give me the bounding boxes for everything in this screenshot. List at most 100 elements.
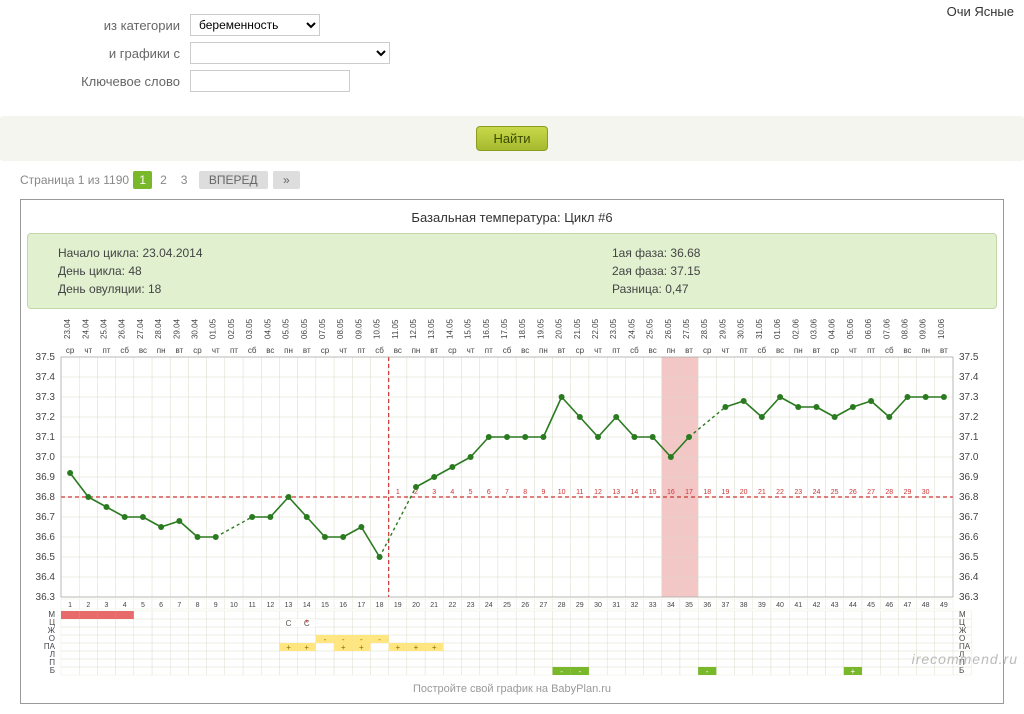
svg-text:25: 25: [503, 602, 511, 609]
svg-text:чт: чт: [594, 346, 602, 355]
svg-text:14: 14: [631, 489, 639, 496]
svg-text:41: 41: [794, 602, 802, 609]
svg-text:5: 5: [469, 489, 473, 496]
svg-text:40: 40: [776, 602, 784, 609]
svg-text:25.05: 25.05: [646, 318, 655, 339]
svg-text:30.04: 30.04: [191, 318, 200, 339]
svg-text:35: 35: [685, 602, 693, 609]
svg-text:пн: пн: [539, 346, 548, 355]
svg-text:сб: сб: [758, 346, 767, 355]
svg-text:45: 45: [867, 602, 875, 609]
svg-text:вс: вс: [139, 346, 147, 355]
svg-text:26: 26: [849, 489, 857, 496]
page-2[interactable]: 2: [154, 171, 173, 189]
svg-text:вт: вт: [430, 346, 438, 355]
chart-container: Базальная температура: Цикл #6 Начало ци…: [20, 199, 1004, 704]
pager-text: Страница 1 из 1190: [20, 173, 129, 187]
svg-text:02.05: 02.05: [227, 318, 236, 339]
svg-text:37.3: 37.3: [36, 392, 56, 403]
chart-info: Начало цикла: 23.04.2014День цикла: 48Де…: [27, 233, 997, 309]
svg-text:09.05: 09.05: [354, 318, 363, 339]
svg-text:14: 14: [303, 602, 311, 609]
svg-text:47: 47: [904, 602, 912, 609]
svg-text:11.05: 11.05: [391, 319, 400, 339]
pager-last[interactable]: »: [273, 171, 300, 189]
svg-text:36.3: 36.3: [959, 592, 979, 603]
svg-text:+: +: [851, 667, 856, 676]
svg-text:сб: сб: [375, 346, 384, 355]
svg-text:37.1: 37.1: [959, 432, 979, 443]
svg-text:24.04: 24.04: [81, 318, 90, 339]
svg-text:чт: чт: [84, 346, 92, 355]
svg-text:-: -: [706, 667, 709, 676]
svg-text:31.05: 31.05: [755, 318, 764, 339]
svg-text:+: +: [341, 643, 346, 652]
svg-text:чт: чт: [212, 346, 220, 355]
svg-text:01.05: 01.05: [209, 318, 218, 339]
svg-text:34: 34: [667, 602, 675, 609]
svg-text:-: -: [578, 667, 581, 676]
svg-text:*: *: [305, 618, 309, 628]
svg-text:26: 26: [521, 602, 529, 609]
svg-text:30: 30: [594, 602, 602, 609]
graphs-select[interactable]: [190, 42, 390, 64]
svg-text:36.8: 36.8: [36, 492, 56, 503]
svg-text:27: 27: [867, 489, 875, 496]
svg-text:09.06: 09.06: [919, 318, 928, 339]
svg-text:36.9: 36.9: [36, 472, 56, 483]
svg-text:22: 22: [776, 489, 784, 496]
svg-text:36.6: 36.6: [36, 532, 56, 543]
svg-text:15: 15: [321, 602, 329, 609]
svg-text:+: +: [304, 643, 309, 652]
pager-forward[interactable]: ВПЕРЕД: [199, 171, 268, 189]
svg-text:14.05: 14.05: [445, 318, 454, 339]
svg-text:вс: вс: [394, 346, 402, 355]
svg-text:пт: пт: [612, 346, 620, 355]
svg-text:22: 22: [448, 602, 456, 609]
svg-text:С: С: [286, 619, 292, 628]
svg-text:11: 11: [576, 489, 583, 496]
user-name[interactable]: Очи Ясные: [947, 4, 1014, 19]
svg-text:36.4: 36.4: [959, 572, 979, 583]
svg-text:вт: вт: [558, 346, 566, 355]
svg-text:вс: вс: [776, 346, 784, 355]
svg-text:36.8: 36.8: [959, 492, 979, 503]
svg-text:37.0: 37.0: [36, 452, 56, 463]
pager: Страница 1 из 1190 123 ВПЕРЕД »: [0, 161, 1024, 199]
svg-text:36.7: 36.7: [36, 512, 56, 523]
svg-text:29: 29: [904, 489, 912, 496]
keyword-input[interactable]: [190, 70, 350, 92]
svg-text:+: +: [414, 643, 419, 652]
svg-text:04.05: 04.05: [263, 318, 272, 339]
svg-text:16: 16: [667, 489, 675, 496]
page-1[interactable]: 1: [133, 171, 152, 189]
svg-text:чт: чт: [722, 346, 730, 355]
svg-text:15.05: 15.05: [464, 318, 473, 339]
svg-text:30.05: 30.05: [737, 318, 746, 339]
svg-text:вт: вт: [940, 346, 948, 355]
svg-text:пт: пт: [103, 346, 111, 355]
svg-text:2: 2: [414, 489, 418, 496]
svg-text:6: 6: [159, 602, 163, 609]
svg-text:36.7: 36.7: [959, 512, 979, 523]
svg-text:04.06: 04.06: [828, 318, 837, 339]
svg-text:23: 23: [794, 489, 802, 496]
svg-text:ср: ср: [193, 346, 202, 355]
svg-text:пн: пн: [157, 346, 166, 355]
svg-text:9: 9: [541, 489, 545, 496]
svg-text:24: 24: [485, 602, 493, 609]
svg-text:18: 18: [376, 602, 384, 609]
svg-text:ср: ср: [448, 346, 457, 355]
svg-text:6: 6: [487, 489, 491, 496]
search-button[interactable]: Найти: [476, 126, 547, 151]
page-3[interactable]: 3: [175, 171, 194, 189]
category-select[interactable]: беременность: [190, 14, 320, 36]
svg-text:39: 39: [758, 602, 766, 609]
svg-text:17: 17: [685, 489, 693, 496]
svg-text:29.04: 29.04: [172, 318, 181, 339]
temperature-chart: 36.336.336.436.436.536.536.636.636.736.7…: [27, 317, 987, 677]
chart-footer: Постройте свой график на BabyPlan.ru: [27, 677, 997, 697]
svg-text:ср: ср: [830, 346, 839, 355]
svg-text:19: 19: [722, 489, 730, 496]
filter-form: из категории беременность и графики с Кл…: [0, 0, 1024, 106]
